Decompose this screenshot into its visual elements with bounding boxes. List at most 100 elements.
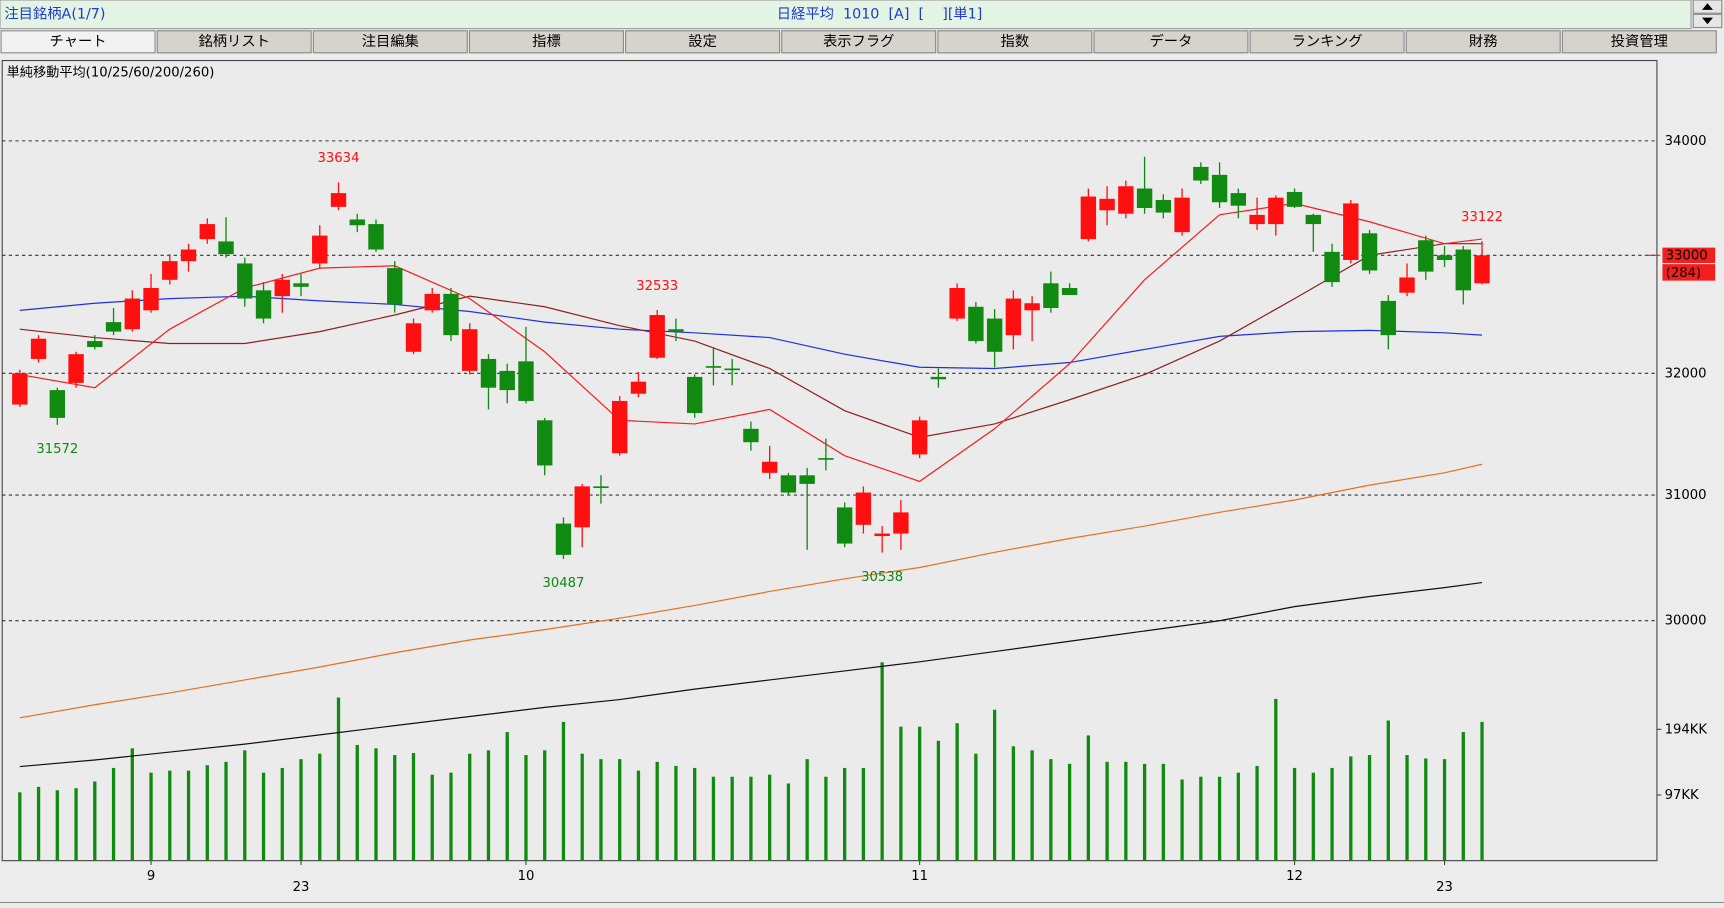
- extreme-label: 30487: [542, 576, 584, 591]
- tab[interactable]: [468, 30, 624, 54]
- candle-body: [1005, 298, 1022, 336]
- extreme-label: 30538: [861, 570, 903, 585]
- tab-label: 表示フラグ: [823, 33, 894, 50]
- header-center: 日経平均 1010 [A] [ ][単1]: [777, 5, 983, 22]
- scroll-down-icon: [1702, 17, 1714, 25]
- x-tick-label: 10: [518, 869, 535, 884]
- volume-bar: [1255, 765, 1259, 861]
- volume-bar: [355, 744, 359, 861]
- tab-label: 指標: [532, 33, 561, 50]
- candle-body: [349, 219, 365, 226]
- volume-bar: [955, 723, 959, 861]
- chart-title: 単純移動平均(10/25/60/200/260): [7, 65, 215, 81]
- candle-body: [12, 373, 28, 405]
- candle-body: [199, 224, 215, 240]
- y-tick-label: 34000: [1665, 134, 1707, 149]
- volume-bar: [318, 753, 322, 861]
- tab[interactable]: [312, 30, 468, 54]
- change-box: [1662, 264, 1716, 281]
- candle-body: [686, 376, 703, 414]
- tab[interactable]: [937, 30, 1093, 54]
- volume-bar: [468, 753, 472, 861]
- tab[interactable]: [1249, 30, 1405, 54]
- candle-body: [518, 361, 534, 401]
- tab-label: 指数: [1001, 33, 1030, 50]
- candle-body: [1418, 240, 1434, 272]
- volume-bar: [280, 767, 284, 861]
- volume-bar: [1049, 759, 1053, 861]
- candle-body: [968, 306, 984, 342]
- x-tick-label: 23: [1436, 880, 1453, 895]
- candle-body: [330, 193, 347, 207]
- moving-average-line: [19, 243, 1483, 439]
- moving-average-line: [19, 581, 1483, 768]
- volume-bar: [786, 783, 791, 861]
- candle-body: [780, 475, 797, 493]
- volume-bar: [205, 765, 209, 861]
- change-label: (284): [1666, 266, 1701, 281]
- tab[interactable]: [1405, 30, 1561, 54]
- volume-bar: [1311, 772, 1315, 861]
- tab-bar: チャート 銘柄リスト 注目編集 指標 設定 表示フラグ 指数 データ ランキング 財務 投資管理: [0, 30, 1717, 54]
- volume-bar: [1236, 772, 1240, 861]
- volume-bar: [243, 750, 247, 861]
- volume-bar: [992, 709, 997, 861]
- candle-body: [1399, 277, 1415, 293]
- volume-bar: [674, 765, 678, 861]
- candle-body: [555, 523, 572, 555]
- candle-body: [87, 341, 103, 348]
- candle-body: [855, 492, 872, 525]
- tab[interactable]: [0, 30, 156, 54]
- volume-bar: [130, 748, 134, 861]
- candle-body: [255, 290, 272, 319]
- candle-body: [1193, 166, 1209, 181]
- extreme-label: 31572: [36, 442, 78, 457]
- candle-body: [761, 461, 778, 473]
- volume-bar: [524, 755, 528, 861]
- volume-bar: [149, 772, 153, 861]
- x-tick-label: 11: [911, 869, 928, 884]
- volume-bar: [974, 753, 978, 861]
- candle-body: [949, 287, 965, 319]
- candle-body: [387, 268, 403, 305]
- volume-bar: [768, 774, 772, 861]
- volume-bar: [430, 774, 434, 861]
- y-tick-label: 31000: [1665, 488, 1707, 503]
- volume-bar: [1330, 767, 1334, 861]
- candle-body: [1230, 193, 1247, 206]
- y-tick-label: 32000: [1665, 366, 1707, 381]
- candle-body: [911, 420, 928, 455]
- moving-average-line: [19, 463, 1483, 719]
- volume-bar: [917, 726, 922, 861]
- y2-tick-label: 194KK: [1665, 722, 1708, 737]
- scroll-up-icon: [1702, 3, 1714, 10]
- volume-bar: [505, 732, 509, 861]
- volume-bar: [1386, 720, 1390, 861]
- extreme-label: 33634: [318, 151, 360, 166]
- candle-body: [462, 329, 478, 371]
- tab-label: 銘柄リスト: [198, 33, 269, 50]
- volume-bar: [1086, 735, 1091, 861]
- candle-body: [630, 381, 647, 394]
- tab[interactable]: [781, 30, 937, 54]
- volume-bar: [186, 770, 191, 861]
- candle-body: [537, 420, 553, 466]
- candle-body: [818, 458, 834, 460]
- volume-bar: [168, 770, 172, 861]
- candle-body: [1211, 174, 1228, 203]
- candle-body: [799, 475, 815, 484]
- tab[interactable]: [1561, 30, 1717, 54]
- tab[interactable]: [625, 30, 781, 54]
- candle-body: [49, 390, 66, 418]
- tab[interactable]: [1093, 30, 1249, 54]
- candle-body: [612, 400, 628, 454]
- plot-area: [1, 59, 1658, 862]
- candle-body: [1155, 199, 1172, 213]
- candle-body: [649, 315, 665, 358]
- volume-bar: [393, 755, 397, 861]
- tab[interactable]: [156, 30, 312, 54]
- volume-bar: [36, 786, 41, 861]
- candle-body: [1024, 303, 1040, 311]
- candle-body: [1305, 214, 1322, 225]
